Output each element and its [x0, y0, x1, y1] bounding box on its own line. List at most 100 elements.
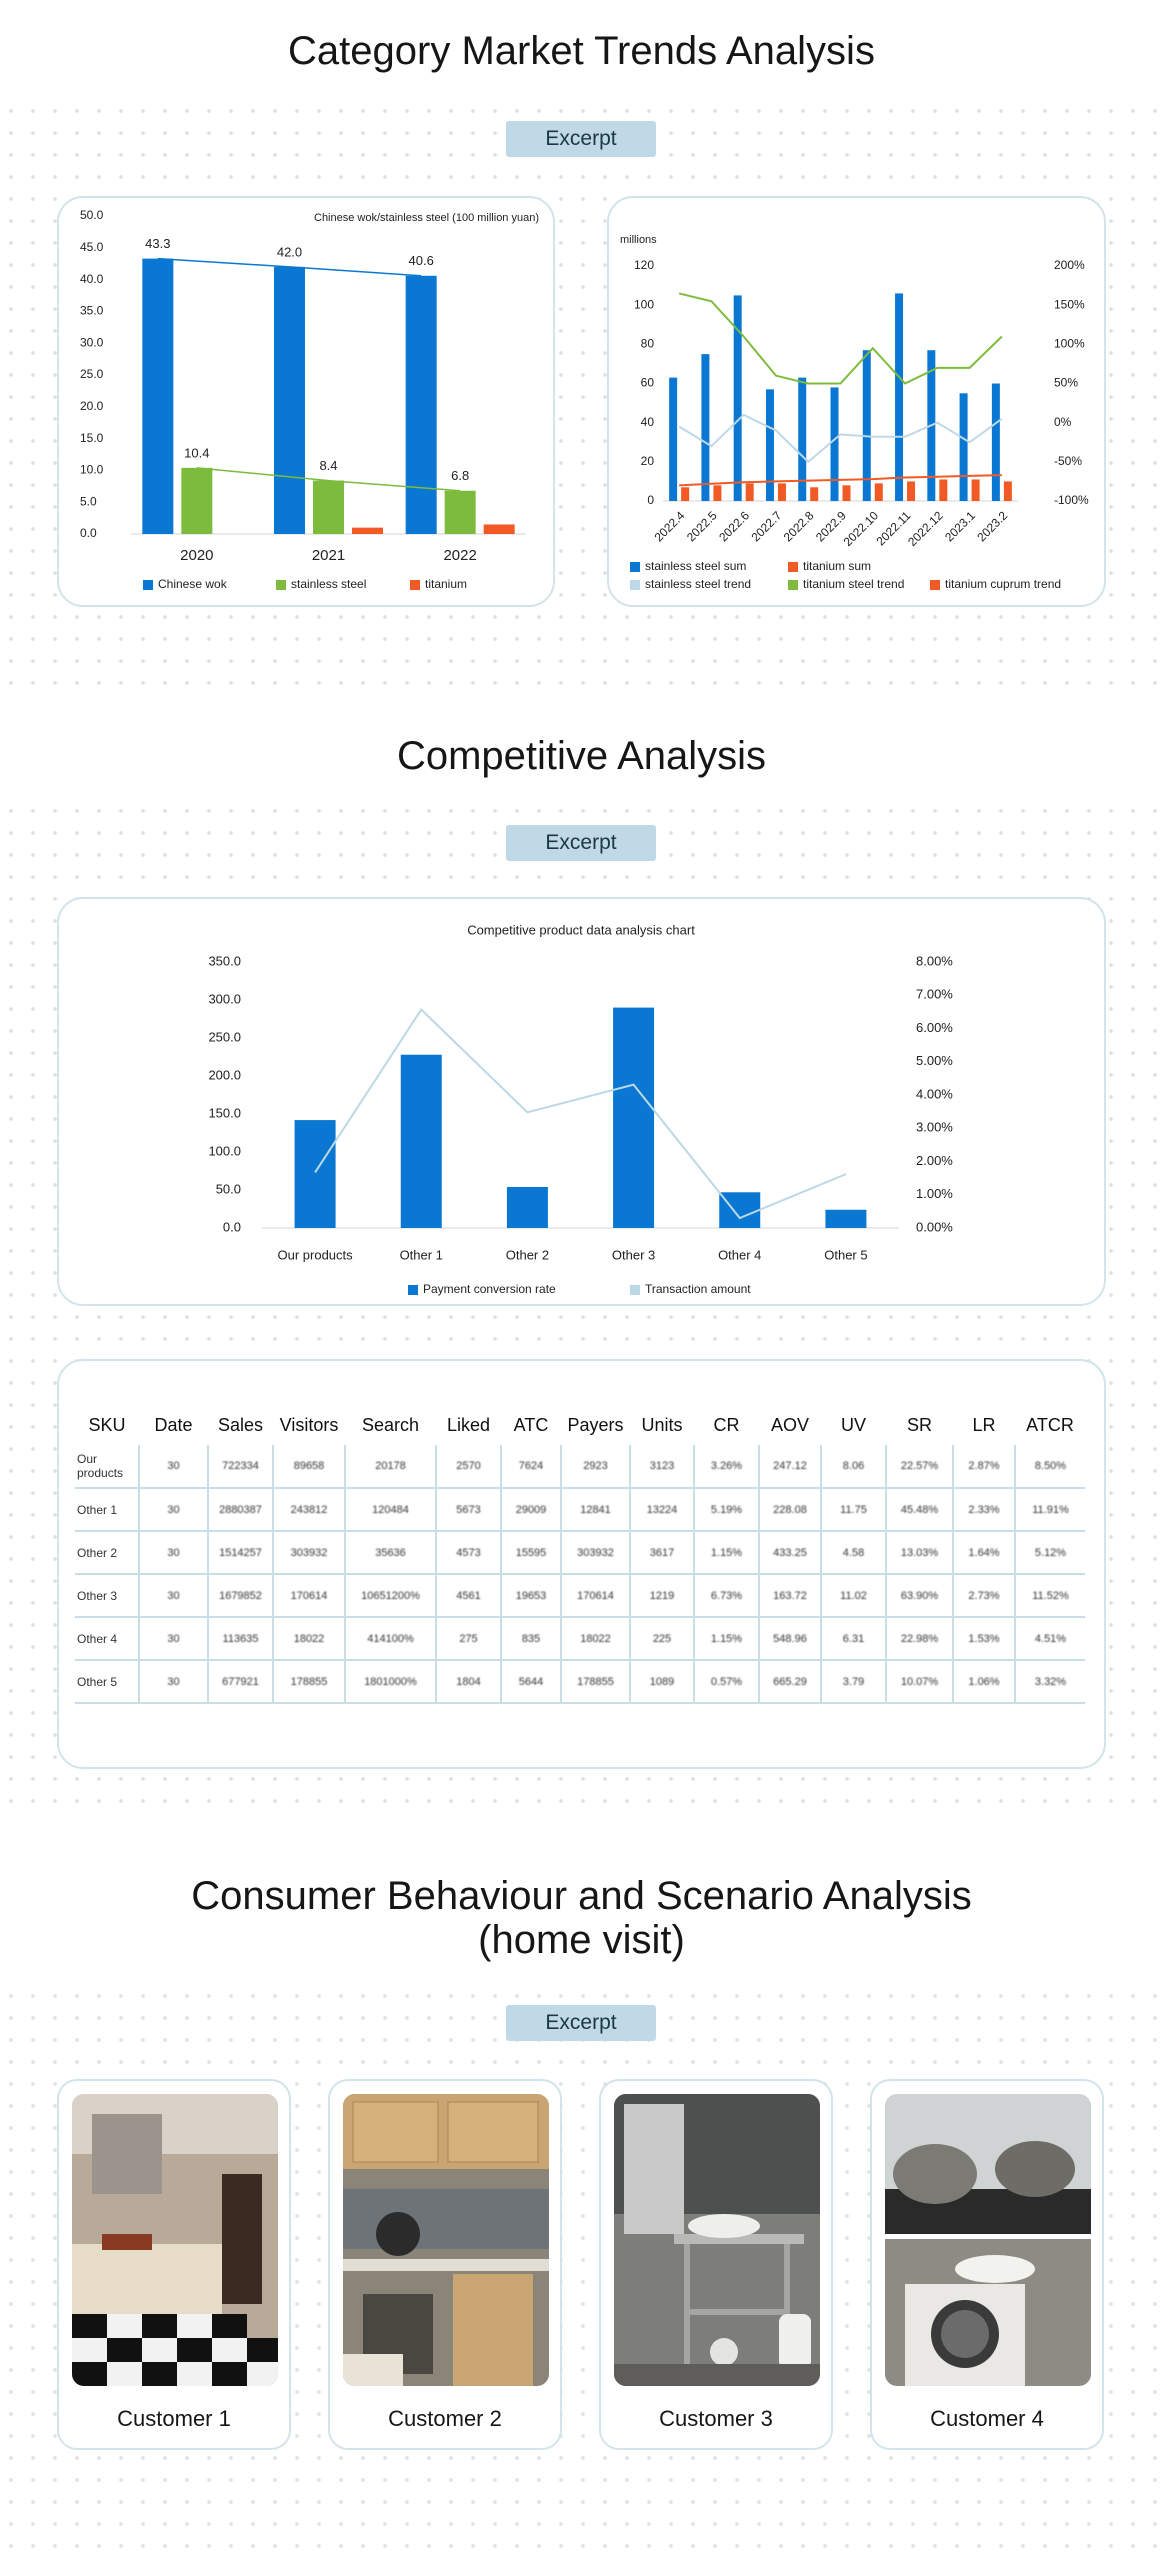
data-cell: 4573 — [436, 1531, 502, 1575]
column-header: Visitors — [279, 1414, 339, 1435]
column-header: UV — [840, 1414, 866, 1435]
bar — [907, 481, 916, 501]
cell-value: 2880387 — [219, 1503, 262, 1516]
cell-value: 2.87% — [968, 1460, 1000, 1472]
bar — [352, 527, 383, 534]
cell-value: 228.08 — [773, 1503, 807, 1516]
tick-label: 0.0 — [80, 526, 97, 540]
chart-card: Chinese wok/stainless steel (100 million… — [57, 196, 555, 607]
tick-label: 35.0 — [80, 304, 104, 318]
bar — [483, 524, 515, 534]
legend-label: titanium cuprum trend — [945, 577, 1061, 591]
cell-value: 677921 — [222, 1675, 259, 1688]
cell-value: 722334 — [222, 1460, 259, 1472]
data-cell: 2.33% — [953, 1488, 1016, 1532]
cell-value: 303932 — [290, 1546, 328, 1559]
cell-value: 120484 — [372, 1503, 409, 1516]
bar — [313, 480, 344, 534]
cell-value: 225 — [652, 1632, 672, 1645]
data-cell: 2570 — [436, 1445, 502, 1489]
data-cell: 3.26% — [694, 1445, 760, 1489]
data-cell: 2.87% — [953, 1445, 1016, 1489]
section-title: Competitive Analysis — [396, 734, 767, 778]
bar — [830, 387, 839, 501]
bar — [181, 467, 213, 534]
data-cell: 3123 — [630, 1445, 695, 1489]
tick-label: 20 — [641, 454, 655, 468]
data-cell: 677921 — [208, 1660, 274, 1704]
customer-label: Customer 4 — [930, 2406, 1044, 2431]
cell-value: 6.73% — [710, 1589, 743, 1602]
data-cell: 835 — [501, 1617, 562, 1661]
data-cell: 15595 — [501, 1531, 562, 1575]
cell-value: 1.53% — [968, 1632, 1000, 1645]
bar — [506, 1186, 548, 1228]
line-series — [678, 413, 1003, 464]
column-header: ATCR — [1026, 1414, 1074, 1435]
data-cell: 8.50% — [1015, 1445, 1085, 1489]
x-tick-label: Other 4 — [718, 1247, 761, 1262]
bar — [1003, 481, 1012, 501]
data-cell: 2880387 — [208, 1488, 274, 1532]
chart-title: Chinese wok/stainless steel (100 million… — [314, 212, 539, 224]
data-cell: 1.15% — [694, 1617, 760, 1661]
table-row: Other 5 30 677921 178855 1801000% 1804 5644 178… — [75, 1660, 1085, 1704]
bar — [777, 483, 786, 501]
data-cell: 20178 — [345, 1445, 437, 1489]
bar — [444, 490, 476, 534]
x-tick-label: 2023.2 — [974, 508, 1010, 544]
x-tick-label: 2022.6 — [716, 508, 752, 544]
section-title: Category Market Trends Analysis — [288, 29, 875, 73]
sku-cell: Other 5 — [75, 1660, 140, 1704]
data-cell: 30 — [139, 1617, 209, 1661]
cell-value: 8.50% — [1034, 1460, 1067, 1472]
customer-label: Customer 3 — [659, 2406, 773, 2431]
bar — [405, 275, 437, 534]
cell-value: 10.07% — [900, 1675, 939, 1688]
data-cell: 11.91% — [1015, 1488, 1085, 1532]
legend-swatch — [788, 562, 798, 572]
data-cell: 4.51% — [1015, 1617, 1085, 1661]
data-cell: 303932 — [273, 1531, 346, 1575]
data-cell: 414100% — [345, 1617, 437, 1661]
data-cell: 2923 — [561, 1445, 631, 1489]
cell-value: 29009 — [515, 1503, 547, 1516]
data-cell: 1804 — [436, 1660, 502, 1704]
cell-value: 15595 — [515, 1546, 547, 1559]
data-cell: 3.79 — [821, 1660, 887, 1704]
cell-value: 1804 — [456, 1675, 481, 1688]
customer-photo — [885, 2094, 1091, 2386]
x-tick-label: 2022.4 — [652, 508, 688, 544]
x-tick-label: 2022 — [443, 547, 476, 564]
cell-value: 2923 — [583, 1460, 608, 1472]
data-cell: 228.08 — [759, 1488, 822, 1532]
bar — [142, 258, 174, 534]
data-cell: 1.53% — [953, 1617, 1016, 1661]
legend-swatch — [930, 580, 940, 590]
data-cell: 4.58 — [821, 1531, 887, 1575]
tick-label: 100 — [634, 297, 654, 311]
data-cell: 3.32% — [1015, 1660, 1085, 1704]
tick-label: 4.00% — [916, 1086, 953, 1101]
column-header: CR — [713, 1414, 740, 1435]
data-cell: 113635 — [208, 1617, 274, 1661]
excerpt-badge: Excerpt — [506, 2005, 656, 2041]
data-cell: 548.96 — [759, 1617, 822, 1661]
customer-card: Customer 4 — [870, 2079, 1104, 2450]
cell-value: 5.12% — [1034, 1546, 1067, 1559]
data-cell: 5.12% — [1015, 1531, 1085, 1575]
chart-card: millions 0 20 40 60 80 100 120 -100% -50% 0% 50% 100… — [607, 196, 1106, 607]
bar — [274, 266, 305, 534]
data-cell: 6.73% — [694, 1574, 760, 1618]
bar — [719, 1192, 761, 1228]
cell-value: 414100% — [367, 1632, 414, 1645]
legend-swatch — [630, 580, 640, 590]
customer-photo — [614, 2094, 820, 2386]
cell-value: 548.96 — [773, 1632, 807, 1645]
cell-value: 1.15% — [710, 1546, 743, 1559]
tick-label: 40.0 — [80, 272, 104, 286]
data-cell: 8.06 — [821, 1445, 887, 1489]
data-cell: 275 — [436, 1617, 502, 1661]
bar — [874, 483, 883, 501]
data-cell: 10651200% — [345, 1574, 437, 1618]
